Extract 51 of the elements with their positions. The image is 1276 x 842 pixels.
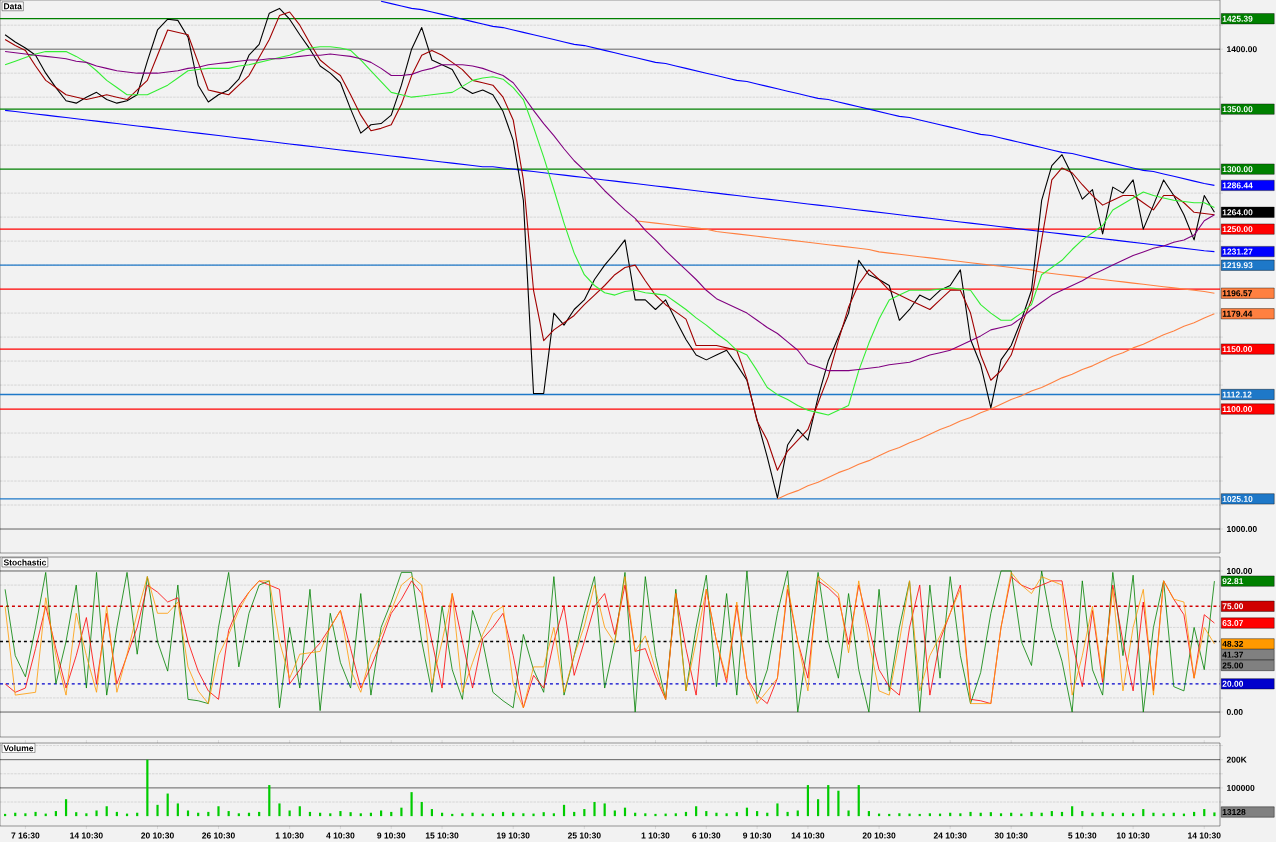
- ref-line-label: 1350.00: [1222, 106, 1253, 113]
- chart-title: Stochastic: [3, 559, 47, 566]
- ref-line-label: 1219.93: [1222, 262, 1253, 269]
- x-tick-label: 19 10:30: [497, 832, 530, 839]
- x-tick-label: 14 10:30: [1188, 832, 1221, 839]
- x-tick-label: 5 10:30: [1068, 832, 1097, 839]
- ref-line-label: 1300.00: [1222, 166, 1253, 173]
- ref-line-label: 1150.00: [1222, 346, 1252, 353]
- y-tick-label: 100000: [1227, 784, 1255, 791]
- x-tick-label: 9 10:30: [377, 832, 406, 839]
- x-tick-label: 25 10:30: [567, 832, 601, 839]
- x-tick-label: 9 10:30: [743, 832, 772, 839]
- chart-title: Data: [4, 3, 22, 10]
- y-tick-label: 0.00: [1226, 709, 1243, 716]
- x-tick-label: 30 10:30: [994, 832, 1028, 839]
- data-label: 1196.57: [1222, 290, 1252, 297]
- y-tick-label: 200K: [1226, 756, 1247, 763]
- text: 41.37: [1222, 651, 1244, 658]
- ref-line-label: 1025.10: [1222, 495, 1253, 502]
- y-tick-label: 1000.00: [1227, 526, 1257, 533]
- y-tick-label: 1400.00: [1227, 46, 1257, 53]
- x-tick-label: 26 10:30: [202, 832, 235, 839]
- data-label: 92.81: [1222, 578, 1244, 585]
- ref-line-label: 1100.00: [1222, 406, 1252, 413]
- data-label: 1264.00: [1222, 209, 1253, 216]
- data-label: 63.07: [1222, 620, 1244, 627]
- text: 13128: [1222, 809, 1246, 816]
- x-tick-label: 14 10:30: [791, 832, 825, 839]
- x-tick-label: 24 10:30: [933, 832, 967, 839]
- x-tick-label: 15 10:30: [425, 832, 459, 839]
- text: 25.00: [1222, 662, 1244, 669]
- data-label: 1286.44: [1222, 182, 1253, 189]
- x-tick-label: 6 10:30: [692, 832, 721, 839]
- ref-line-label: 20.00: [1222, 680, 1244, 687]
- data-label: 1231.27: [1222, 248, 1253, 255]
- ref-line-label: 75.00: [1222, 603, 1244, 610]
- y-tick-label: 100.00: [1227, 567, 1253, 574]
- x-tick-label: 1 10:30: [275, 832, 304, 839]
- data-label: 48.32: [1222, 640, 1244, 647]
- x-tick-label: 4 10:30: [326, 832, 355, 839]
- x-tick-label: 20 10:30: [141, 832, 174, 839]
- ref-line-label: 1112.12: [1222, 391, 1252, 398]
- x-tick-label: 20 10:30: [862, 832, 896, 839]
- x-tick-label: 1 10:30: [641, 832, 670, 839]
- ref-line-label: 1425.39: [1222, 15, 1253, 22]
- x-tick-label: 10 10:30: [1116, 832, 1150, 839]
- ref-line-label: 1250.00: [1222, 226, 1253, 233]
- x-tick-label: 14 10:30: [70, 832, 103, 839]
- x-tick-label: 7 16:30: [11, 832, 40, 839]
- chart-title: Volume: [3, 744, 34, 752]
- data-label: 1179.44: [1222, 310, 1253, 317]
